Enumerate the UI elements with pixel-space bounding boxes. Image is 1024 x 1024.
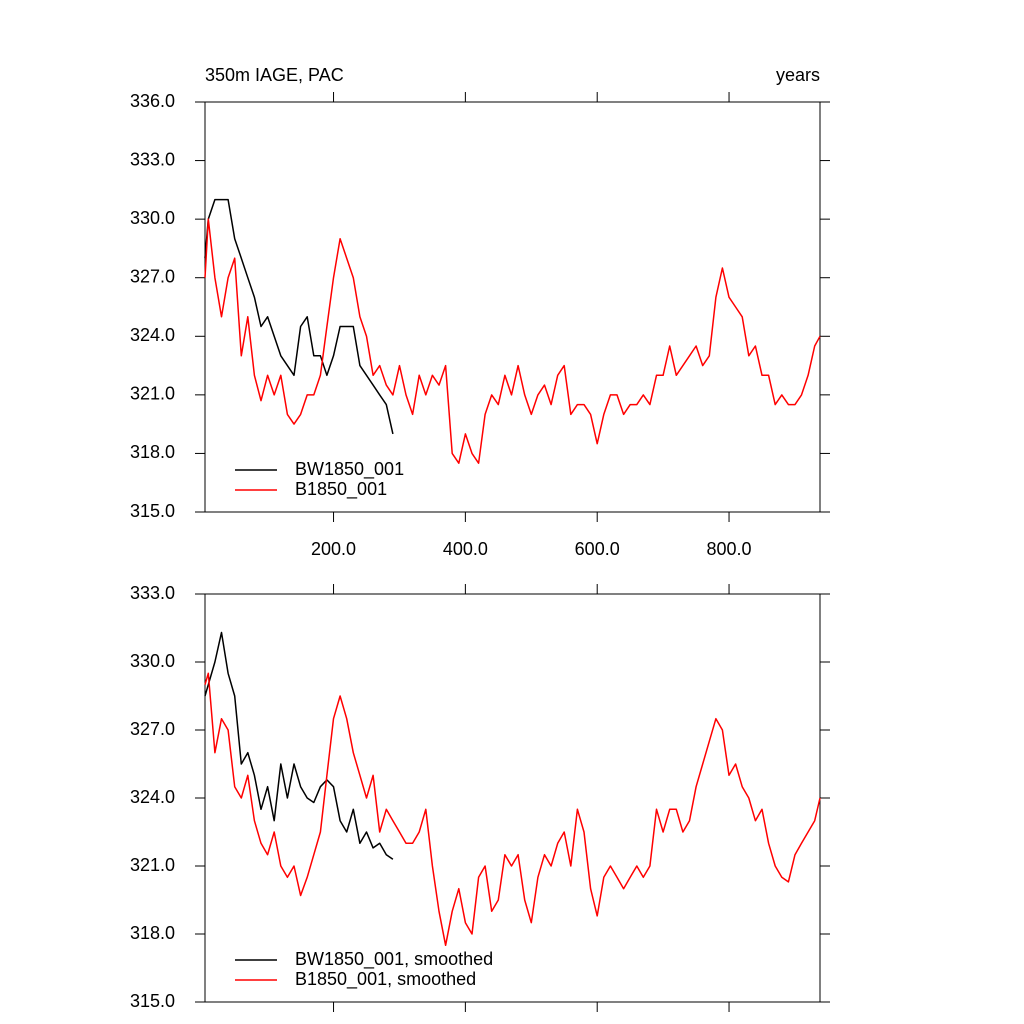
plot-frame	[204, 593, 821, 1003]
y-tick-label: 318.0	[130, 923, 175, 943]
x-tick-label: 200.0	[311, 539, 356, 559]
y-tick-label: 321.0	[130, 855, 175, 875]
y-tick-label: 336.0	[130, 91, 175, 111]
x-tick-label: 400.0	[443, 539, 488, 559]
y-tick-label: 327.0	[130, 719, 175, 739]
y-tick-label: 324.0	[130, 325, 175, 345]
chart-title: 350m IAGE, PAC	[205, 65, 344, 85]
y-tick-label: 318.0	[130, 442, 175, 462]
plot-frame	[204, 101, 821, 513]
series-line	[204, 631, 394, 860]
y-tick-label: 321.0	[130, 384, 175, 404]
y-tick-label: 315.0	[130, 501, 175, 521]
y-tick-label: 330.0	[130, 208, 175, 228]
y-tick-label: 324.0	[130, 787, 175, 807]
y-tick-label: 327.0	[130, 266, 175, 286]
units-label: years	[776, 65, 820, 85]
y-tick-label: 333.0	[130, 149, 175, 169]
legend-label: BW1850_001	[295, 459, 404, 480]
series-line	[204, 218, 821, 464]
series-line	[204, 672, 821, 947]
legend-label: B1850_001	[295, 479, 387, 500]
x-tick-label: 600.0	[575, 539, 620, 559]
y-tick-label: 330.0	[130, 651, 175, 671]
legend-label: BW1850_001, smoothed	[295, 949, 493, 970]
y-tick-label: 315.0	[130, 991, 175, 1011]
x-tick-label: 800.0	[707, 539, 752, 559]
y-tick-label: 333.0	[130, 583, 175, 603]
series-line	[204, 198, 394, 435]
legend-label: B1850_001, smoothed	[295, 969, 476, 990]
